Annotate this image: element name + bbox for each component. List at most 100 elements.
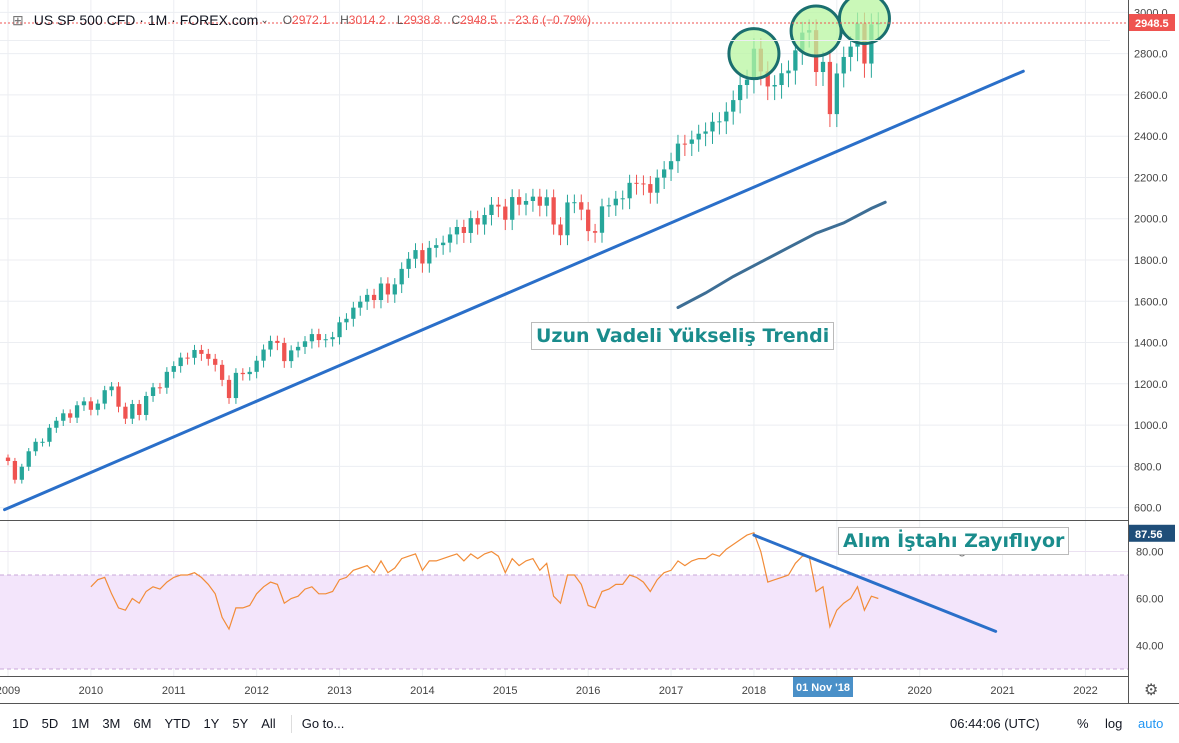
candle-body: [330, 337, 335, 340]
candle-body: [834, 73, 839, 115]
candle: [268, 335, 273, 357]
time-tick-label: 2020: [907, 685, 931, 697]
candle: [226, 375, 232, 404]
open-value: 2972.1: [292, 13, 329, 27]
candle-body: [185, 357, 190, 359]
time-tick-label: 2011: [162, 685, 186, 697]
candle: [302, 336, 308, 354]
drawings: [3, 0, 1025, 633]
clock-label[interactable]: 06:44:06 (UTC): [950, 716, 1040, 731]
candle-body: [689, 139, 694, 144]
time-tick-label: 2009: [0, 685, 20, 697]
candle-body: [489, 204, 494, 216]
candle-body: [696, 133, 701, 140]
candle-body: [648, 184, 653, 193]
candle-body: [634, 182, 639, 184]
log-toggle[interactable]: log: [1105, 716, 1123, 731]
candle: [586, 202, 591, 242]
time-tick-label: 2016: [576, 685, 600, 697]
candle: [544, 189, 549, 217]
candle: [558, 217, 563, 246]
candle: [282, 337, 287, 368]
candle: [289, 345, 294, 368]
candles: [5, 12, 881, 484]
candle: [648, 176, 653, 204]
price-tick-label: 2400.0: [1134, 131, 1168, 143]
percent-toggle[interactable]: %: [1077, 716, 1089, 731]
last-price-badge: [1129, 14, 1175, 32]
candle: [81, 397, 87, 411]
candle-body: [675, 143, 681, 162]
candle-body: [95, 403, 100, 410]
candle: [482, 207, 487, 235]
candle: [116, 382, 121, 413]
candle: [171, 361, 176, 379]
candle-body: [19, 466, 24, 480]
candle-body: [530, 196, 536, 201]
price-tick-label: 2000.0: [1134, 214, 1168, 226]
candle: [848, 36, 853, 72]
long-term-trendline: [3, 69, 1025, 512]
range-1d[interactable]: 1D: [12, 716, 29, 731]
price-tick-label: 1400.0: [1134, 338, 1168, 350]
chart-header: ⊞ US SP 500 CFD · 1M · FOREX.com ⌄ O2972…: [0, 0, 1110, 40]
candle-body: [178, 357, 183, 367]
candle-body: [81, 401, 87, 406]
symbol-label[interactable]: US SP 500 CFD · 1M · FOREX.com: [33, 12, 259, 28]
crosshair-icon[interactable]: ⊞: [12, 11, 24, 28]
candle-body: [537, 196, 542, 206]
candle-body: [613, 198, 618, 206]
candle: [779, 63, 784, 99]
candle-body: [378, 283, 384, 301]
range-all[interactable]: All: [261, 716, 276, 731]
rsi-tick-label: 40.00: [1136, 640, 1164, 652]
candle-body: [510, 197, 515, 220]
candle: [620, 190, 625, 210]
high-value: 3014.2: [348, 13, 386, 27]
candle: [724, 102, 729, 135]
candle-body: [765, 71, 770, 87]
candle: [213, 353, 218, 372]
range-1m[interactable]: 1M: [71, 716, 90, 731]
candle-body: [503, 206, 508, 220]
candle-body: [606, 205, 612, 207]
candle-body: [427, 247, 432, 264]
range-3m[interactable]: 3M: [102, 716, 121, 731]
candle-body: [12, 460, 18, 480]
rsi-tick-label: 60.00: [1136, 594, 1164, 606]
candle-body: [682, 143, 688, 145]
time-tick-label: 2021: [990, 685, 1014, 697]
trend-annotation[interactable]: Uzun Vadeli Yükseliş Trendi: [531, 322, 835, 350]
range-6m[interactable]: 6M: [133, 716, 152, 731]
time-tick-label: 2014: [410, 685, 434, 697]
candle: [447, 227, 453, 253]
candle-body: [717, 121, 722, 123]
time-tick-label: 2013: [327, 685, 351, 697]
candle: [468, 210, 473, 243]
candle: [95, 399, 100, 416]
range-5d[interactable]: 5D: [41, 716, 59, 731]
candle: [337, 316, 342, 345]
crosshair-date-label: 01 Nov '18: [796, 682, 850, 694]
auto-toggle[interactable]: auto: [1138, 716, 1164, 731]
candle: [392, 278, 397, 303]
candle: [510, 189, 515, 231]
candle: [358, 295, 363, 316]
goto-button[interactable]: Go to...: [301, 716, 345, 731]
candle-body: [558, 224, 563, 236]
chevron-down-icon[interactable]: ⌄: [260, 14, 269, 26]
candle-body: [289, 350, 294, 362]
range-ytd[interactable]: YTD: [164, 716, 191, 731]
candle-body: [447, 234, 453, 243]
range-5y[interactable]: 5Y: [232, 716, 249, 731]
candle: [537, 188, 542, 217]
candle: [54, 416, 59, 433]
candle: [219, 360, 225, 387]
candle: [592, 223, 598, 243]
settings-icon[interactable]: ⚙: [1144, 682, 1159, 699]
price-tick-label: 600.0: [1134, 503, 1162, 515]
range-1y[interactable]: 1Y: [203, 716, 220, 731]
candle: [475, 210, 480, 235]
appetite-annotation[interactable]: Alım İştahı Zayıflıyor: [838, 527, 1070, 555]
